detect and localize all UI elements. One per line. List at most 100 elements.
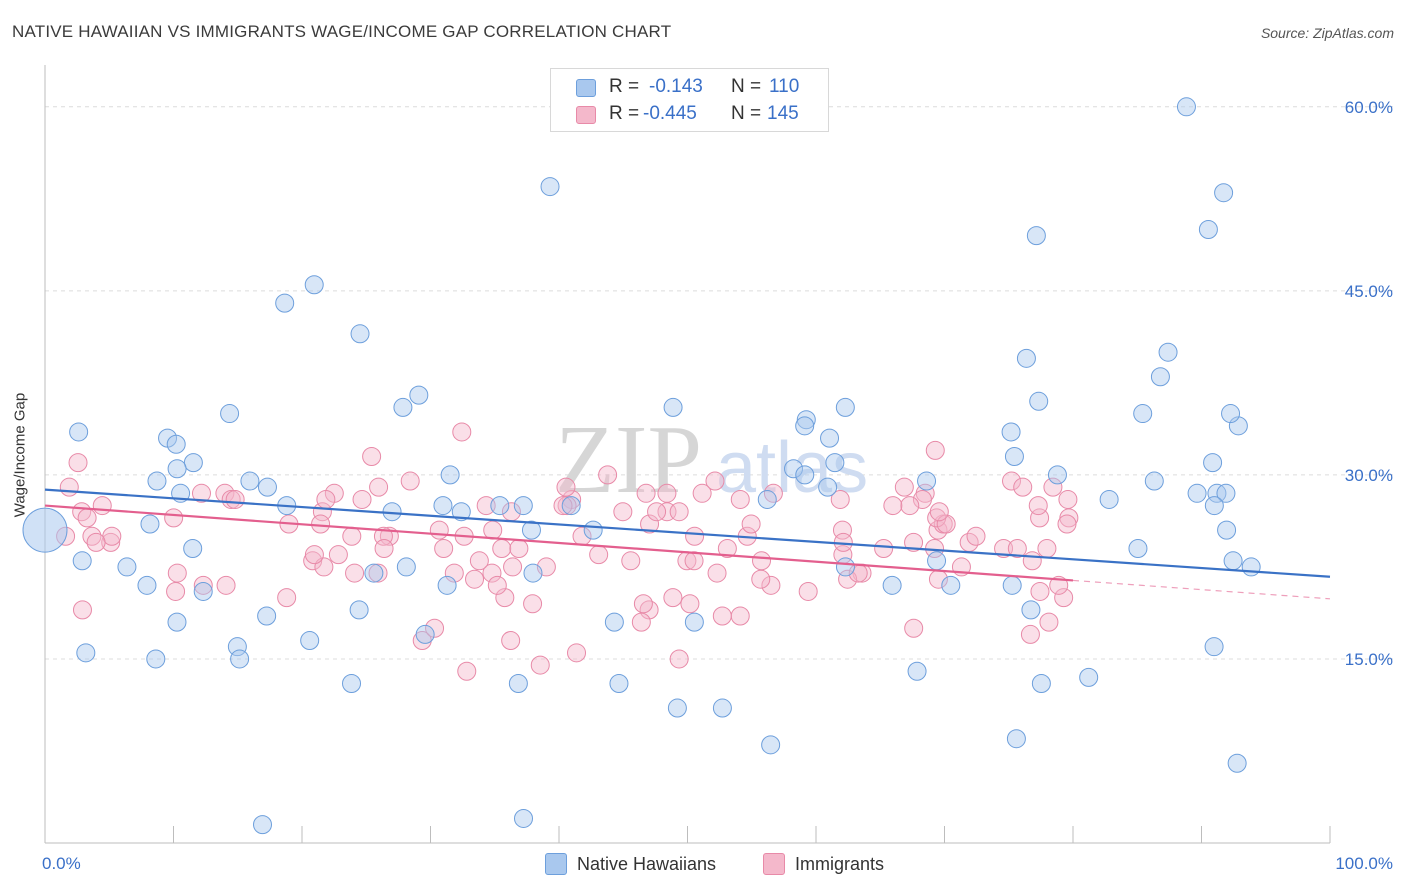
r-value: -0.445 [643, 103, 697, 124]
immigrant-point [636, 483, 656, 503]
immigrant-point [311, 514, 331, 534]
immigrant-point [730, 606, 750, 626]
native-hawaiian-point [1029, 391, 1049, 411]
immigrant-point [434, 539, 454, 559]
native-hawaiian-point [1204, 496, 1224, 516]
immigrant-point [465, 569, 485, 589]
native-hawaiian-point [1133, 404, 1153, 424]
native-hawaiian-point [166, 434, 186, 454]
immigrants-points [56, 422, 1079, 681]
native-hawaiian-point [304, 275, 324, 295]
native-hawaiian-point [514, 808, 534, 828]
immigrant-point [452, 422, 472, 442]
immigrant-point [1030, 508, 1050, 528]
watermark-atlas: atlas [716, 428, 868, 508]
immigrant-point [761, 575, 781, 595]
legend-item-immigrants[interactable]: Immigrants [763, 852, 884, 876]
native-hawaiian-point [1031, 673, 1051, 693]
native-hawaiian-point [508, 673, 528, 693]
native-hawaiian-point [253, 815, 273, 835]
native-hawaiian-point [117, 557, 137, 577]
immigrant-point [1030, 581, 1050, 601]
native-hawaiian-point [667, 698, 687, 718]
immigrant-point [476, 496, 496, 516]
native-hawaiian-point [451, 502, 471, 522]
immigrant-point [904, 532, 924, 552]
immigrant-point [741, 514, 761, 534]
legend-swatch-pink [576, 106, 596, 124]
immigrant-point [482, 563, 502, 583]
immigrant-point [191, 483, 211, 503]
native-hawaiian-point [757, 489, 777, 509]
immigrant-point [657, 483, 677, 503]
immigrant-point [929, 502, 949, 522]
y-tick-label: 60.0% [1345, 98, 1393, 117]
native-hawaiian-point [521, 520, 541, 540]
native-hawaiian-point [433, 496, 453, 516]
immigrant-point [838, 569, 858, 589]
legend-swatch-pink [763, 853, 785, 875]
immigrant-point [492, 539, 512, 559]
immigrant-point [1020, 624, 1040, 644]
native-hawaiian-point [1227, 753, 1247, 773]
native-hawaiian-point [183, 453, 203, 473]
immigrant-point [904, 618, 924, 638]
immigrant-point [457, 661, 477, 681]
immigrant-point [304, 545, 324, 565]
immigrant-point [798, 581, 818, 601]
immigrant-point [894, 477, 914, 497]
x-tick-label-min: 0.0% [42, 854, 81, 873]
immigrant-point [633, 594, 653, 614]
n-value: 110 [769, 76, 800, 97]
r-value: -0.143 [649, 76, 703, 97]
immigrant-point [712, 606, 732, 626]
native-hawaiian-point [796, 410, 816, 430]
watermark: ZIP atlas [555, 406, 868, 514]
native-hawaiian-point [342, 673, 362, 693]
legend-label: Immigrants [795, 853, 885, 874]
native-hawaiian-point [230, 649, 250, 669]
native-hawaiian-point [72, 551, 92, 571]
immigrant-point [1037, 539, 1057, 559]
immigrant-point [883, 496, 903, 516]
native-hawaiian-point [440, 465, 460, 485]
immigrant-point [316, 489, 336, 509]
immigrant-point [669, 502, 689, 522]
immigrant-point [444, 563, 464, 583]
legend-label: Native Hawaiians [577, 853, 717, 874]
immigrant-point [707, 563, 727, 583]
native-hawaiian-point [1021, 600, 1041, 620]
native-hawaiian-point [561, 496, 581, 516]
immigrant-point [68, 453, 88, 473]
native-hawaiian-point [227, 637, 247, 657]
legend-item-native-hawaiians[interactable]: Native Hawaiians [545, 852, 716, 876]
immigrant-point [166, 581, 186, 601]
immigrant-point [167, 563, 187, 583]
native-hawaiian-point [1198, 220, 1218, 240]
y-axis-label: Wage/Income Gap [11, 392, 29, 518]
immigrant-point [352, 489, 372, 509]
immigrant-point [221, 489, 241, 509]
immigrant-point [362, 447, 382, 466]
immigrant-point [368, 563, 388, 583]
native-hawaiian-point [907, 661, 927, 681]
native-hawaiian-point [1158, 342, 1178, 362]
immigrant-point [495, 588, 515, 608]
native-hawaiian-point [825, 453, 845, 473]
immigrant-point [705, 471, 725, 491]
native-hawaiian-point [1047, 465, 1067, 485]
immigrant-point [216, 575, 236, 595]
native-hawaiian-point [1241, 557, 1261, 577]
native-hawaiian-point [604, 612, 624, 632]
immigrant-point [598, 465, 618, 485]
immigrant-point [631, 612, 651, 632]
immigrant-point [751, 569, 771, 589]
trend-lines [44, 488, 1331, 600]
native-hawaiian-point [364, 563, 384, 583]
immigrant-point [1054, 588, 1074, 608]
native-hawaiian-point [1128, 539, 1148, 559]
native-hawaiians-points [22, 97, 1261, 835]
native-hawaiian-point [761, 735, 781, 755]
immigrant-point [77, 508, 97, 528]
chart-title: NATIVE HAWAIIAN VS IMMIGRANTS WAGE/INCOM… [12, 22, 672, 41]
